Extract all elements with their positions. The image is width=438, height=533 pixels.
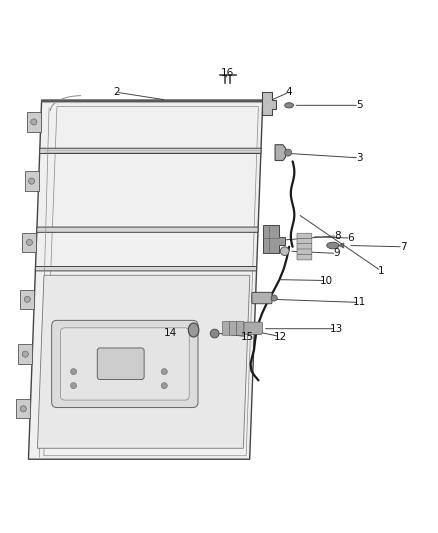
Circle shape <box>71 368 77 375</box>
Polygon shape <box>339 243 344 248</box>
FancyBboxPatch shape <box>52 320 198 408</box>
Circle shape <box>26 239 32 246</box>
Polygon shape <box>35 266 257 271</box>
Circle shape <box>271 295 277 301</box>
Text: 16: 16 <box>221 68 234 78</box>
Ellipse shape <box>285 103 293 108</box>
Text: 7: 7 <box>399 242 406 252</box>
Text: 8: 8 <box>334 231 341 241</box>
FancyBboxPatch shape <box>223 321 230 335</box>
Text: 5: 5 <box>356 100 363 110</box>
Polygon shape <box>275 145 286 160</box>
Bar <box>16 399 30 418</box>
Ellipse shape <box>188 323 199 337</box>
Bar <box>25 172 39 191</box>
Polygon shape <box>37 227 258 232</box>
FancyBboxPatch shape <box>230 321 237 335</box>
Polygon shape <box>262 92 276 115</box>
Bar <box>20 290 34 309</box>
Circle shape <box>31 119 37 125</box>
Circle shape <box>280 247 289 255</box>
Polygon shape <box>40 148 261 154</box>
Text: 3: 3 <box>356 153 363 163</box>
FancyBboxPatch shape <box>297 244 312 249</box>
Circle shape <box>285 149 292 156</box>
FancyBboxPatch shape <box>237 321 244 335</box>
FancyBboxPatch shape <box>297 233 312 239</box>
Text: 15: 15 <box>241 332 254 342</box>
Circle shape <box>28 178 35 184</box>
Bar <box>22 233 36 252</box>
Circle shape <box>161 368 167 375</box>
Text: 14: 14 <box>164 328 177 338</box>
Circle shape <box>71 383 77 389</box>
Polygon shape <box>38 275 250 448</box>
Circle shape <box>210 329 219 338</box>
Bar <box>27 112 41 132</box>
Ellipse shape <box>327 242 339 249</box>
Circle shape <box>161 383 167 389</box>
Text: 12: 12 <box>274 332 287 342</box>
Text: 2: 2 <box>113 87 120 97</box>
Text: 6: 6 <box>347 233 354 243</box>
Circle shape <box>20 406 26 412</box>
FancyBboxPatch shape <box>297 249 312 255</box>
Circle shape <box>22 351 28 357</box>
Text: 11: 11 <box>353 297 366 308</box>
Text: 1: 1 <box>378 266 385 276</box>
FancyBboxPatch shape <box>297 254 312 260</box>
Text: 13: 13 <box>330 324 343 334</box>
FancyBboxPatch shape <box>97 348 144 379</box>
Text: 4: 4 <box>286 87 293 97</box>
FancyBboxPatch shape <box>60 328 189 400</box>
Text: 10: 10 <box>320 276 333 286</box>
FancyBboxPatch shape <box>297 238 312 244</box>
Circle shape <box>24 296 30 302</box>
Polygon shape <box>263 225 285 253</box>
FancyBboxPatch shape <box>252 292 272 304</box>
Polygon shape <box>28 100 263 459</box>
Bar <box>18 344 32 364</box>
FancyBboxPatch shape <box>244 322 262 334</box>
Text: 9: 9 <box>333 248 340 259</box>
